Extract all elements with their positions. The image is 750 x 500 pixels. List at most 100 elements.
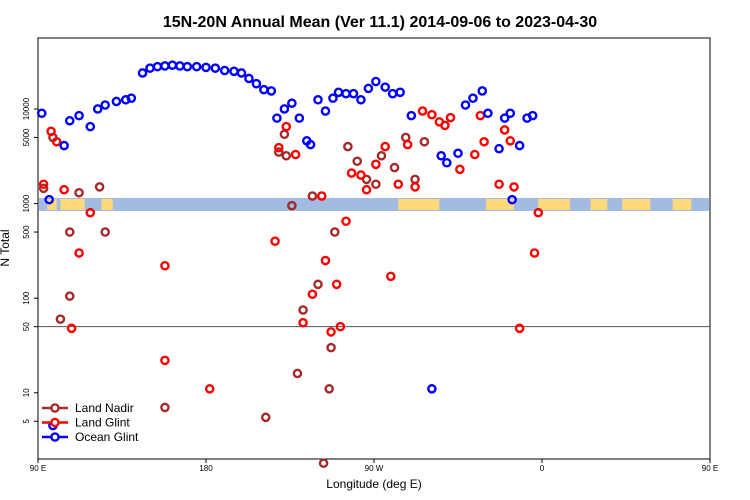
land-glint-point	[385, 271, 396, 282]
land-glint-point	[417, 106, 428, 116]
ocean-glint-point	[507, 194, 517, 205]
ocean-glint-point	[468, 93, 478, 103]
land-nadir-point	[260, 412, 271, 423]
ocean-glint-point	[320, 106, 331, 116]
land-nadir-point	[324, 384, 335, 394]
ocean-glint-point	[527, 110, 538, 121]
ocean-glint-point	[182, 61, 193, 72]
x-tick-label: 180	[199, 464, 213, 473]
land-nadir-point	[64, 291, 75, 301]
land-glint-point	[479, 136, 489, 147]
ocean-glint-point	[111, 96, 122, 107]
land-glint-point	[298, 317, 308, 328]
land-nadir-point	[352, 156, 363, 167]
ocean-glint-point	[294, 113, 305, 123]
land-glint-point	[410, 182, 420, 192]
x-axis: 90 E 180 90 W 0 90 E	[30, 459, 718, 473]
ocean-glint-point	[406, 110, 417, 121]
map-land	[486, 199, 514, 210]
ocean-glint-point	[85, 121, 96, 132]
ocean-glint-point	[395, 87, 405, 98]
land-nadir-point	[287, 200, 297, 211]
ocean-glint-point	[427, 384, 437, 394]
ocean-glint-point	[272, 113, 282, 123]
land-nadir-point	[38, 183, 49, 194]
ocean-glint-point	[436, 150, 447, 161]
land-glint-point	[270, 236, 280, 247]
land-glint-point	[499, 125, 510, 135]
ocean-glint-point	[137, 68, 148, 78]
land-glint-point	[290, 149, 301, 160]
land-glint-point	[469, 149, 480, 160]
land-nadir-point	[343, 141, 353, 152]
ocean-glint-point	[219, 65, 230, 76]
ocean-glint-point	[380, 82, 391, 92]
land-glint-point	[346, 168, 357, 178]
ocean-glint-point	[201, 62, 211, 73]
land-nadir-point	[160, 402, 170, 413]
land-glint-point	[281, 121, 292, 132]
land-glint-point	[273, 142, 284, 153]
ocean-glint-point	[505, 108, 516, 119]
ocean-glint-point	[441, 157, 452, 168]
land-nadir-point	[371, 179, 381, 190]
land-nadir-legend-marker	[50, 403, 60, 413]
ocean-glint-point	[160, 61, 170, 71]
land-glint-legend-marker	[50, 417, 60, 428]
land-glint-point	[204, 384, 215, 394]
land-glint-point	[427, 109, 437, 120]
map-land	[101, 199, 113, 210]
land-nadir-point	[376, 150, 387, 161]
ocean-glint-point	[74, 110, 84, 121]
land-glint-legend-label: Land Glint	[75, 416, 130, 430]
ocean-glint-point	[333, 87, 344, 98]
land-nadir-point	[313, 279, 323, 290]
ocean-glint-point	[59, 140, 69, 151]
ocean-glint-point	[348, 88, 359, 99]
land-nadir-point	[281, 150, 292, 161]
y-tick-label: 100	[22, 291, 31, 305]
ocean-glint-point	[100, 100, 110, 110]
map-band	[39, 198, 709, 211]
land-glint-point	[59, 184, 69, 195]
land-nadir-point	[389, 162, 400, 173]
ocean-glint-point	[279, 104, 290, 114]
land-glint-point	[38, 179, 49, 190]
land-glint-point	[529, 248, 540, 258]
land-glint-point	[445, 112, 456, 123]
land-nadir-point	[298, 305, 308, 315]
land-nadir-point	[74, 187, 84, 198]
x-axis-label: Longitude (deg E)	[326, 477, 421, 491]
ocean-glint-legend-label: Ocean Glint	[75, 430, 139, 444]
y-axis: 5 10 50 100 500 1000 5000 10000	[22, 97, 38, 423]
ocean-glint-point	[328, 93, 338, 103]
land-glint-point	[475, 110, 486, 121]
y-tick-label: 500	[22, 225, 31, 239]
plot-points	[36, 60, 544, 469]
map-ocean	[39, 198, 709, 211]
ocean-glint-point	[305, 139, 316, 150]
map-land	[538, 199, 570, 210]
land-glint-point	[380, 141, 391, 152]
ocean-glint-legend-marker	[50, 432, 60, 442]
y-tick-label: 5000	[22, 128, 31, 146]
ocean-glint-point	[251, 78, 262, 89]
plot-frame	[37, 37, 711, 460]
land-nadir-point	[292, 368, 303, 379]
ocean-glint-point	[64, 115, 75, 126]
land-glint-point	[160, 355, 170, 366]
land-nadir-legend-label: Land Nadir	[75, 401, 134, 415]
ocean-glint-point	[494, 143, 504, 154]
ocean-glint-point	[229, 66, 239, 77]
land-nadir-point	[307, 191, 318, 201]
ocean-glint-point	[453, 148, 463, 159]
land-glint-point	[320, 255, 331, 266]
land-glint-point	[160, 260, 170, 271]
y-tick-label: 5	[22, 418, 31, 423]
x-tick-label: 90 E	[30, 464, 46, 473]
ocean-glint-point	[152, 61, 163, 72]
land-glint-point	[494, 179, 504, 190]
land-glint-point	[341, 216, 351, 227]
land-nadir-point	[279, 129, 290, 140]
